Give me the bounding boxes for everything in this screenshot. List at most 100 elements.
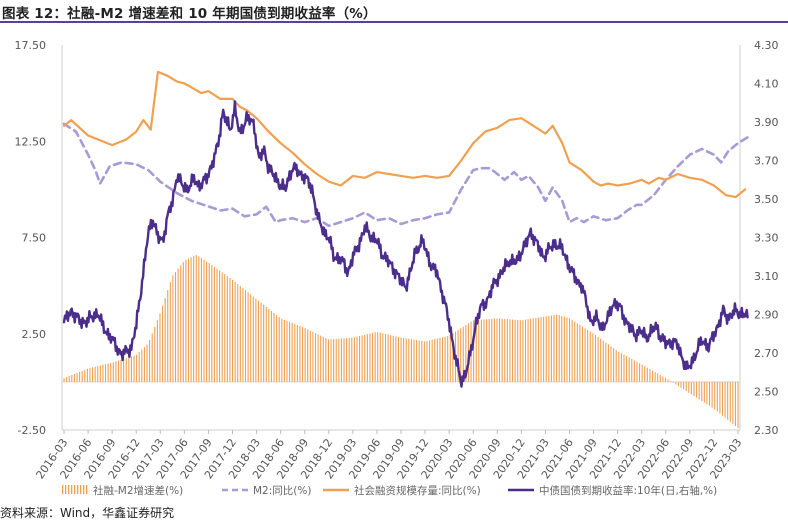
bar: [136, 354, 138, 382]
bar: [537, 317, 539, 382]
bar: [270, 310, 272, 382]
bar: [460, 328, 462, 382]
bar: [76, 372, 78, 382]
bar: [708, 381, 711, 406]
right-tick-label: 2.90: [754, 309, 779, 322]
right-tick-label: 4.10: [754, 78, 779, 91]
bar: [620, 353, 622, 382]
bar: [690, 381, 692, 395]
bar: [159, 313, 161, 382]
bar: [659, 374, 661, 382]
bar: [301, 327, 304, 382]
bar: [71, 374, 73, 382]
bar: [68, 375, 70, 382]
bar: [369, 333, 371, 382]
bar: [187, 258, 190, 382]
bar: [364, 334, 366, 382]
bar: [276, 315, 278, 382]
bar: [94, 366, 96, 382]
bar: [403, 338, 405, 382]
bar: [677, 381, 679, 387]
bar: [441, 337, 444, 382]
bar: [662, 376, 664, 382]
bar: [247, 292, 249, 382]
bar: [701, 381, 703, 402]
bar: [99, 365, 101, 382]
bar: [296, 325, 298, 382]
bar: [208, 263, 210, 382]
bar: [465, 325, 467, 382]
bar: [237, 283, 239, 382]
bar: [133, 355, 135, 382]
bar: [400, 337, 402, 382]
right-tick-label: 3.30: [754, 232, 779, 245]
bar: [307, 329, 309, 382]
bar: [338, 338, 340, 382]
bar: [434, 339, 436, 382]
left-axis-ticks: 17.50 12.50 7.50 2.50 -2.50: [15, 39, 47, 437]
bar: [680, 381, 682, 388]
bar: [226, 276, 228, 382]
bar: [320, 335, 322, 382]
bar: [219, 270, 221, 382]
bar: [626, 356, 628, 382]
bar: [387, 334, 389, 382]
bar: [361, 335, 363, 382]
bar: [169, 282, 171, 382]
legend-label: 社融-M2增速差(%): [93, 484, 183, 497]
bar: [377, 332, 379, 382]
bar: [283, 319, 285, 382]
bar: [413, 339, 415, 382]
bar: [475, 320, 477, 382]
bar: [423, 341, 425, 382]
bar: [517, 319, 519, 382]
line-series-group: [62, 70, 749, 388]
left-tick-label: 17.50: [15, 39, 47, 52]
bar: [252, 296, 254, 382]
bar: [574, 321, 576, 382]
bar-series-tsf-m2-spread: [63, 254, 739, 429]
bar: [130, 356, 132, 382]
bar: [162, 305, 164, 382]
bar: [473, 320, 475, 382]
bar: [379, 332, 381, 382]
bar: [597, 336, 599, 382]
bar: [335, 338, 337, 382]
right-tick-label: 4.30: [754, 39, 779, 52]
right-tick-label: 3.50: [754, 193, 779, 206]
bar: [556, 314, 558, 382]
bar: [102, 364, 104, 382]
bar: [195, 254, 197, 382]
bar: [410, 339, 412, 382]
bar: [104, 364, 107, 382]
bar: [436, 338, 438, 382]
bar: [493, 318, 495, 382]
bar: [265, 306, 267, 382]
bar: [206, 261, 208, 382]
bar: [89, 367, 91, 382]
bar: [117, 360, 120, 382]
legend-item-m2: M2:同比(%): [222, 484, 311, 497]
bar: [483, 319, 485, 382]
bar: [330, 339, 332, 382]
bar: [182, 262, 184, 382]
bar: [734, 381, 737, 427]
bar: [291, 322, 293, 382]
legend-label: 中债国债到期收益率:10年(日,右轴,%): [539, 484, 717, 497]
bar: [180, 265, 182, 382]
bar: [239, 286, 241, 382]
bar: [234, 281, 236, 382]
left-tick-label: -2.50: [18, 424, 46, 437]
bar: [444, 336, 446, 382]
legend-swatch-bar: [71, 485, 73, 494]
bar: [151, 333, 153, 382]
bar: [156, 320, 158, 382]
chart-title: 图表 12：社融-M2 增速差和 10 年期国债到期收益率（%）: [2, 6, 377, 22]
bar: [374, 332, 376, 382]
bar: [486, 319, 488, 382]
bar: [312, 331, 314, 382]
bar: [491, 318, 493, 382]
bar: [527, 319, 529, 382]
bar: [519, 320, 521, 382]
bar: [317, 334, 319, 382]
